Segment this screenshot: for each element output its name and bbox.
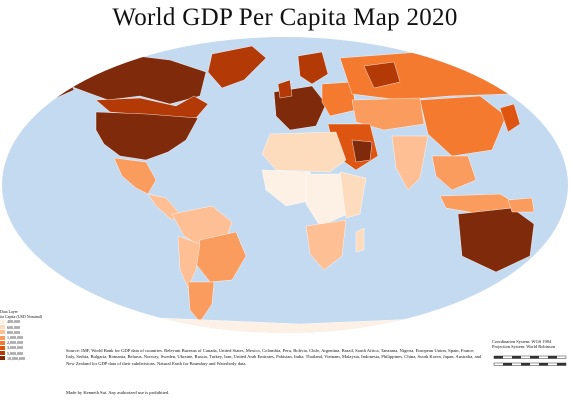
legend-row: 10,000,000 <box>0 356 74 361</box>
region-papua <box>507 197 535 213</box>
legend-swatch <box>0 356 5 361</box>
legend-label: 10,000,000 <box>7 355 25 361</box>
region-russia-west <box>363 61 401 89</box>
legend-swatch <box>0 340 5 345</box>
legend-swatch <box>0 335 5 340</box>
legend-label: 600,000 <box>7 324 20 330</box>
credit-text: Made by Kenneth Sui. Any authorized use … <box>66 390 170 395</box>
region-east-africa <box>339 171 367 219</box>
legend: Data Layer ita Capita (USD Nominal) 400,… <box>0 309 74 361</box>
region-andes <box>177 235 201 289</box>
legend-row: 5,000,000 <box>0 351 74 356</box>
legend-label: 1,000,000 <box>7 335 23 341</box>
legend-swatch <box>0 320 5 324</box>
map-title: World GDP Per Capita Map 2020 <box>112 4 458 31</box>
legend-swatch <box>0 330 5 335</box>
region-eastern-europe <box>321 81 357 117</box>
region-southeast-asia <box>431 155 477 191</box>
region-united-states <box>95 111 199 161</box>
legend-label: 400,000 <box>7 319 20 325</box>
legend-swatch <box>0 351 5 356</box>
coordinate-system: Coordination System: WGS 1984 <box>492 339 552 344</box>
region-new-zealand <box>539 257 551 287</box>
legend-row: 600,000 <box>0 325 74 330</box>
legend-row: 3,000,000 <box>0 345 74 350</box>
legend-row: 800,000 <box>0 330 74 335</box>
region-north-africa <box>261 131 347 173</box>
legend-label: 800,000 <box>7 329 20 335</box>
region-greenland <box>207 45 267 89</box>
projection-info: Coordination System: WGS 1984 Projection… <box>492 339 570 350</box>
projection-system: Projection System: World Robinson <box>492 344 556 350</box>
region-west-africa <box>261 169 315 207</box>
region-india <box>391 135 429 191</box>
region-scandinavia <box>297 51 329 85</box>
legend-row: 1,000,000 <box>0 335 74 340</box>
region-argentina-chile <box>187 281 215 323</box>
legend-row: 400,000 <box>0 319 74 324</box>
legend-swatch <box>0 346 5 351</box>
region-uk-ireland <box>277 79 293 99</box>
region-china <box>419 95 507 157</box>
source-text: Source: IMF, World Bank for GDP data of … <box>66 348 482 366</box>
legend-label: 5,000,000 <box>7 350 23 356</box>
legend-subheading: ita Capita (USD Nominal) <box>0 314 43 320</box>
region-korea-japan <box>499 103 521 133</box>
legend-row: 2,000,000 <box>0 340 74 345</box>
region-arabia-gulf <box>351 139 373 163</box>
region-southern-africa <box>305 219 347 271</box>
region-central-asia <box>351 97 425 131</box>
scale-bar <box>493 355 567 366</box>
legend-label: 3,000,000 <box>7 345 23 351</box>
region-russia <box>339 51 521 101</box>
legend-swatch <box>0 325 5 330</box>
region-madagascar <box>355 227 365 253</box>
legend-label: 2,000,000 <box>7 340 23 346</box>
legend-heading: Data Layer <box>0 309 18 314</box>
